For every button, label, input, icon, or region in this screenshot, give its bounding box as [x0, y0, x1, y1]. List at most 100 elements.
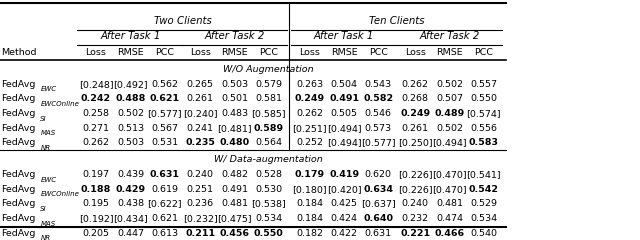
Text: 0.504: 0.504 — [331, 80, 358, 89]
Text: 0.261: 0.261 — [187, 95, 214, 103]
Text: 0.182: 0.182 — [296, 228, 323, 238]
Text: FedAvg: FedAvg — [1, 170, 35, 179]
Text: FedAvg: FedAvg — [1, 124, 35, 133]
Text: 0.241: 0.241 — [187, 124, 214, 133]
Text: 0.534: 0.534 — [255, 214, 282, 223]
Text: 0.528: 0.528 — [255, 170, 282, 179]
Text: 0.474: 0.474 — [436, 214, 463, 223]
Text: 0.634: 0.634 — [364, 185, 393, 194]
Text: 0.542: 0.542 — [469, 185, 499, 194]
Text: 0.466: 0.466 — [435, 228, 465, 238]
Text: [0.248]: [0.248] — [79, 80, 113, 89]
Text: 0.424: 0.424 — [331, 214, 358, 223]
Text: 0.550: 0.550 — [470, 95, 497, 103]
Text: [0.577]: [0.577] — [361, 138, 396, 147]
Text: 0.184: 0.184 — [296, 214, 323, 223]
Text: 0.619: 0.619 — [151, 185, 178, 194]
Text: MAS: MAS — [40, 130, 56, 136]
Text: 0.502: 0.502 — [117, 109, 144, 118]
Text: After Task 1: After Task 1 — [100, 31, 161, 42]
Text: 0.540: 0.540 — [470, 228, 497, 238]
Text: 0.543: 0.543 — [365, 80, 392, 89]
Text: 0.211: 0.211 — [185, 228, 216, 238]
Text: 0.502: 0.502 — [436, 80, 463, 89]
Text: 0.503: 0.503 — [117, 138, 144, 147]
Text: PCC: PCC — [155, 48, 174, 57]
Text: W/ Data-augmentation: W/ Data-augmentation — [214, 155, 323, 164]
Text: 0.422: 0.422 — [331, 228, 358, 238]
Text: [0.470]: [0.470] — [433, 170, 467, 179]
Text: 0.564: 0.564 — [255, 138, 282, 147]
Text: 0.271: 0.271 — [83, 124, 109, 133]
Text: [0.434]: [0.434] — [113, 214, 148, 223]
Text: 0.613: 0.613 — [151, 228, 178, 238]
Text: 0.640: 0.640 — [364, 214, 393, 223]
Text: NR: NR — [40, 235, 51, 240]
Text: 0.252: 0.252 — [296, 138, 323, 147]
Text: EWC: EWC — [40, 177, 56, 183]
Text: 0.456: 0.456 — [220, 228, 250, 238]
Text: EWC: EWC — [40, 86, 56, 92]
Text: 0.419: 0.419 — [329, 170, 360, 179]
Text: [0.538]: [0.538] — [252, 199, 286, 208]
Text: Two Clients: Two Clients — [154, 16, 211, 26]
Text: 0.631: 0.631 — [150, 170, 179, 179]
Text: 0.425: 0.425 — [331, 199, 358, 208]
Text: EWCOnline: EWCOnline — [40, 101, 79, 107]
Text: 0.556: 0.556 — [470, 124, 497, 133]
Text: 0.195: 0.195 — [83, 199, 109, 208]
Text: 0.621: 0.621 — [149, 95, 180, 103]
Text: [0.232]: [0.232] — [183, 214, 218, 223]
Text: FedAvg: FedAvg — [1, 109, 35, 118]
Text: [0.420]: [0.420] — [327, 185, 362, 194]
Text: 0.546: 0.546 — [365, 109, 392, 118]
Text: RMSE: RMSE — [436, 48, 463, 57]
Text: 0.507: 0.507 — [436, 95, 463, 103]
Text: [0.226]: [0.226] — [398, 185, 433, 194]
Text: 0.489: 0.489 — [435, 109, 465, 118]
Text: EWCOnline: EWCOnline — [40, 191, 79, 197]
Text: 0.583: 0.583 — [469, 138, 499, 147]
Text: 0.582: 0.582 — [363, 95, 394, 103]
Text: 0.505: 0.505 — [331, 109, 358, 118]
Text: 0.262: 0.262 — [83, 138, 109, 147]
Text: 0.262: 0.262 — [296, 109, 323, 118]
Text: 0.235: 0.235 — [186, 138, 215, 147]
Text: 0.205: 0.205 — [83, 228, 109, 238]
Text: 0.621: 0.621 — [151, 214, 178, 223]
Text: W/O Augmentation: W/O Augmentation — [223, 65, 314, 74]
Text: 0.258: 0.258 — [83, 109, 109, 118]
Text: 0.503: 0.503 — [221, 80, 248, 89]
Text: 0.232: 0.232 — [402, 214, 429, 223]
Text: 0.481: 0.481 — [436, 199, 463, 208]
Text: SI: SI — [40, 206, 47, 212]
Text: Ten Clients: Ten Clients — [369, 16, 424, 26]
Text: 0.179: 0.179 — [294, 170, 325, 179]
Text: Loss: Loss — [86, 48, 106, 57]
Text: FedAvg: FedAvg — [1, 214, 35, 223]
Text: 0.483: 0.483 — [221, 109, 248, 118]
Text: 0.236: 0.236 — [187, 199, 214, 208]
Text: 0.263: 0.263 — [296, 80, 323, 89]
Text: FedAvg: FedAvg — [1, 228, 35, 238]
Text: 0.531: 0.531 — [151, 138, 178, 147]
Text: 0.429: 0.429 — [115, 185, 146, 194]
Text: 0.240: 0.240 — [187, 170, 214, 179]
Text: MAS: MAS — [40, 221, 56, 227]
Text: 0.550: 0.550 — [254, 228, 284, 238]
Text: [0.494]: [0.494] — [327, 124, 362, 133]
Text: 0.268: 0.268 — [402, 95, 429, 103]
Text: 0.631: 0.631 — [365, 228, 392, 238]
Text: 0.261: 0.261 — [402, 124, 429, 133]
Text: [0.492]: [0.492] — [113, 80, 148, 89]
Text: 0.620: 0.620 — [365, 170, 392, 179]
Text: 0.184: 0.184 — [296, 199, 323, 208]
Text: 0.242: 0.242 — [81, 95, 111, 103]
Text: [0.494]: [0.494] — [327, 138, 362, 147]
Text: RMSE: RMSE — [117, 48, 144, 57]
Text: 0.439: 0.439 — [117, 170, 144, 179]
Text: [0.475]: [0.475] — [218, 214, 252, 223]
Text: 0.573: 0.573 — [365, 124, 392, 133]
Text: 0.481: 0.481 — [221, 199, 248, 208]
Text: 0.491: 0.491 — [329, 95, 360, 103]
